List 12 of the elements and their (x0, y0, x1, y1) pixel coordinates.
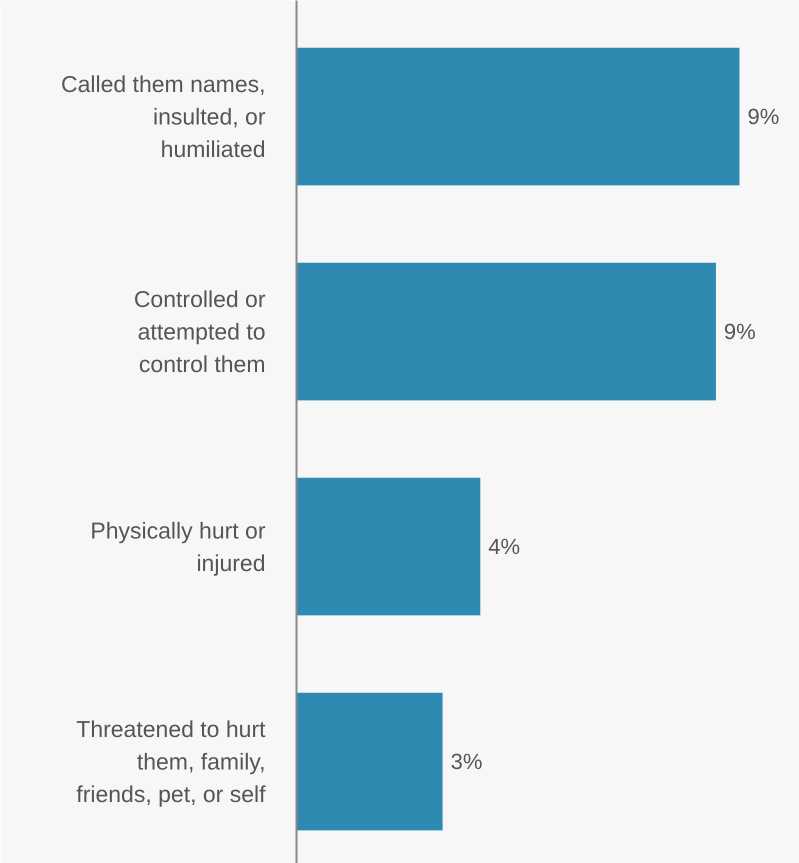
bar (296, 262, 716, 400)
y-tick-label: Threatened to hurt them, family, friends, pet, or self (76, 716, 266, 808)
y-tick-label: Controlled or attempted to control them (134, 286, 266, 378)
data-label: 4% (488, 534, 520, 560)
data-label: 3% (450, 749, 482, 774)
bar (296, 478, 480, 616)
y-tick-label: Physically hurt or injured (90, 517, 266, 576)
data-label: 9% (724, 319, 756, 344)
bar (296, 48, 740, 186)
bar (296, 692, 443, 830)
data-label: 9% (748, 104, 780, 130)
y-tick-label: Called them names, insulted, or humiliated (60, 71, 266, 162)
